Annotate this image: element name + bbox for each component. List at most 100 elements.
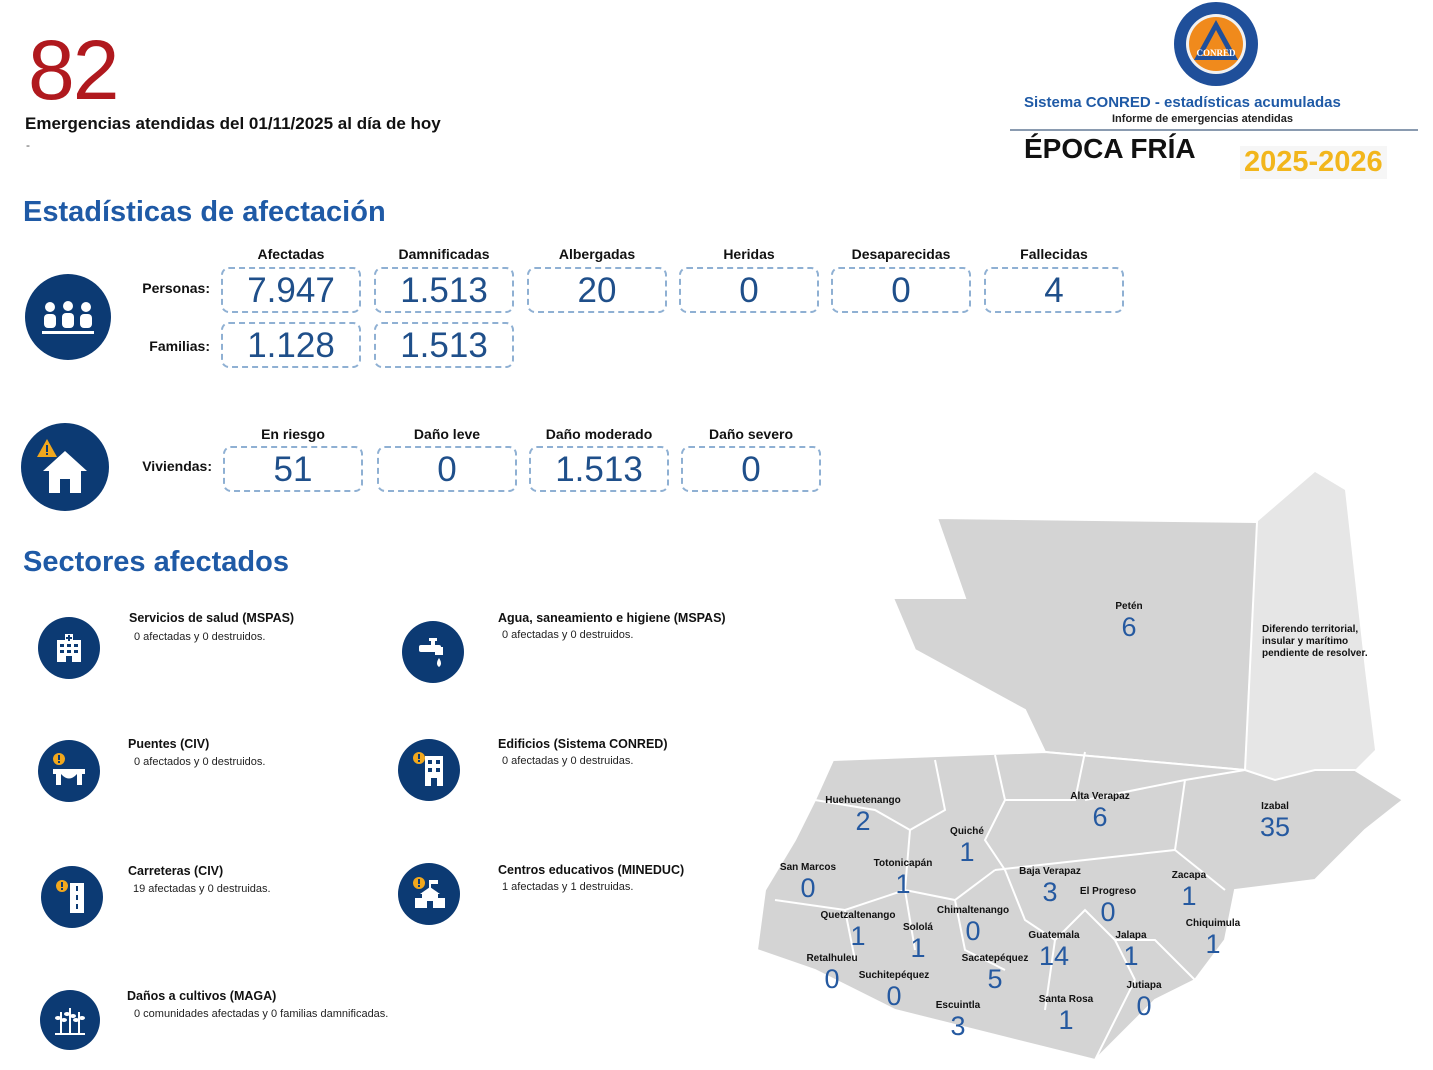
families-damnificadas-value: 1.513 [374,322,514,368]
dept-name-escuintla: Escuintla [935,1000,981,1011]
sector-title-crops: Daños a cultivos (MAGA) [127,989,277,1003]
water-tap-icon [402,621,464,683]
people-damnificadas-value: 1.513 [374,267,514,313]
dept-name-totonicapan: Totonicapán [873,858,933,869]
conred-seal-icon: CONRED [1174,2,1258,86]
sector-title-health: Servicios de salud (MSPAS) [129,611,295,625]
house-icon [21,423,109,511]
dept-name-solola: Sololá [902,922,934,933]
dept-name-chiquimula: Chiquimula [1185,918,1241,929]
people-desaparecidas-value: 0 [831,267,971,313]
sector-title-roads: Carreteras (CIV) [128,864,224,878]
conred-logo-block: CONRED Sistema CONRED - estadísticas acu… [1008,0,1420,180]
dept-name-chimaltenango: Chimaltenango [936,905,1010,916]
housing-label: Viviendas: [142,458,212,474]
sector-title-bridges: Puentes (CIV) [128,737,210,751]
dept-value-chiquimula: 1 [1205,929,1221,959]
dept-value-sacatepequez: 5 [987,964,1003,994]
people-albergadas-value: 20 [527,267,667,313]
dept-value-totonicapan: 1 [895,869,911,899]
housing-dano-severo-value: 0 [681,446,821,492]
territorial-note: Diferendo territorial, insular y marítim… [1262,624,1368,659]
dept-value-solola: 1 [910,933,926,963]
dept-value-peten: 6 [1121,612,1137,642]
sectors-title: Sectores afectados [23,546,289,578]
emergency-count: 82 [28,23,119,117]
families-afectadas-value: 1.128 [221,322,361,368]
col-desaparecidas: Desaparecidas [851,246,951,262]
dept-name-peten: Petén [1115,601,1143,612]
dept-name-suchitepequez: Suchitepéquez [858,970,930,981]
hospital-icon [38,617,100,679]
dept-name-zacapa: Zacapa [1171,870,1207,881]
system-subtitle: Informe de emergencias atendidas [1112,113,1293,125]
dept-value-suchitepequez: 0 [886,981,902,1011]
dept-value-huehuetenango: 2 [855,806,871,836]
col-heridas: Heridas [723,246,775,262]
housing-en-riesgo-value: 51 [223,446,363,492]
col-dano-moderado: Daño moderado [545,426,653,442]
sector-desc-bridges: 0 afectados y 0 destruidos. [134,756,266,768]
sector-title-water: Agua, saneamiento e higiene (MSPAS) [498,611,726,625]
dept-name-jalapa: Jalapa [1115,930,1147,941]
dept-name-quiche: Quiché [950,826,984,837]
dept-value-san-marcos: 0 [800,873,816,903]
dept-value-jutiapa: 0 [1136,991,1152,1021]
dept-value-escuintla: 3 [950,1011,966,1041]
dept-name-huehuetenango: Huehuetenango [825,795,901,806]
dept-value-zacapa: 1 [1181,881,1197,911]
headline: Emergencias atendidas del 01/11/2025 al … [25,114,441,133]
dept-value-alta-verapaz: 6 [1092,802,1108,832]
col-en-riesgo: En riesgo [261,426,325,442]
col-afectadas: Afectadas [257,246,325,262]
season-years: 2025-2026 [1240,146,1387,179]
dept-name-baja-verapaz: Baja Verapaz [1019,866,1081,877]
sector-desc-crops: 0 comunidades afectadas y 0 familias dam… [134,1008,389,1020]
people-heridas-value: 0 [679,267,819,313]
dept-value-chimaltenango: 0 [965,916,981,946]
housing-dano-moderado-value: 1.513 [529,446,669,492]
col-dano-leve: Daño leve [413,426,481,442]
guatemala-map: Diferendo territorial, insular y marítim… [755,470,1415,1070]
col-fallecidas: Fallecidas [1020,246,1088,262]
dept-value-guatemala: 14 [1038,941,1070,971]
stats-title: Estadísticas de afectación [23,196,386,228]
bridge-icon [38,740,100,802]
guatemala-map-shape [755,472,1405,1062]
dept-name-alta-verapaz: Alta Verapaz [1070,791,1130,802]
dept-name-guatemala: Guatemala [1028,930,1080,941]
people-fallecidas-value: 4 [984,267,1124,313]
housing-dano-leve-value: 0 [377,446,517,492]
dept-value-quetzaltenango: 1 [850,921,866,951]
people-icon [25,274,111,360]
people-afectadas-value: 7.947 [221,267,361,313]
dept-name-santa-rosa: Santa Rosa [1038,994,1094,1005]
season-title: ÉPOCA FRÍA [1024,133,1196,164]
sector-desc-schools: 1 afectadas y 1 destruidas. [502,881,634,893]
crops-icon [40,990,100,1050]
sector-desc-water: 0 afectadas y 0 destruidos. [502,629,634,641]
dept-name-el-progreso: El Progreso [1079,886,1137,897]
road-icon [41,866,103,928]
col-albergadas: Albergadas [558,246,636,262]
sector-title-schools: Centros educativos (MINEDUC) [498,863,685,877]
people-label: Personas: [142,280,210,296]
dept-name-quetzaltenango: Quetzaltenango [820,910,896,921]
headline-dash: - [26,138,30,152]
families-label: Familias: [149,338,210,354]
dept-value-jalapa: 1 [1123,941,1139,971]
dept-value-izabal: 35 [1259,812,1291,842]
dept-value-retalhuleu: 0 [824,964,840,994]
svg-text:CONRED: CONRED [1196,48,1236,58]
sector-desc-roads: 19 afectadas y 0 destruidas. [133,883,271,895]
sector-desc-health: 0 afectadas y 0 destruidos. [134,631,266,643]
dept-name-jutiapa: Jutiapa [1126,980,1162,991]
col-dano-severo: Daño severo [708,426,794,442]
school-icon [398,863,460,925]
col-damnificadas: Damnificadas [398,246,490,262]
dept-name-retalhuleu: Retalhuleu [806,953,858,964]
sector-title-buildings: Edificios (Sistema CONRED) [498,737,668,751]
dept-name-sacatepequez: Sacatepéquez [961,953,1029,964]
dept-value-santa-rosa: 1 [1058,1005,1074,1035]
building-icon [398,739,460,801]
